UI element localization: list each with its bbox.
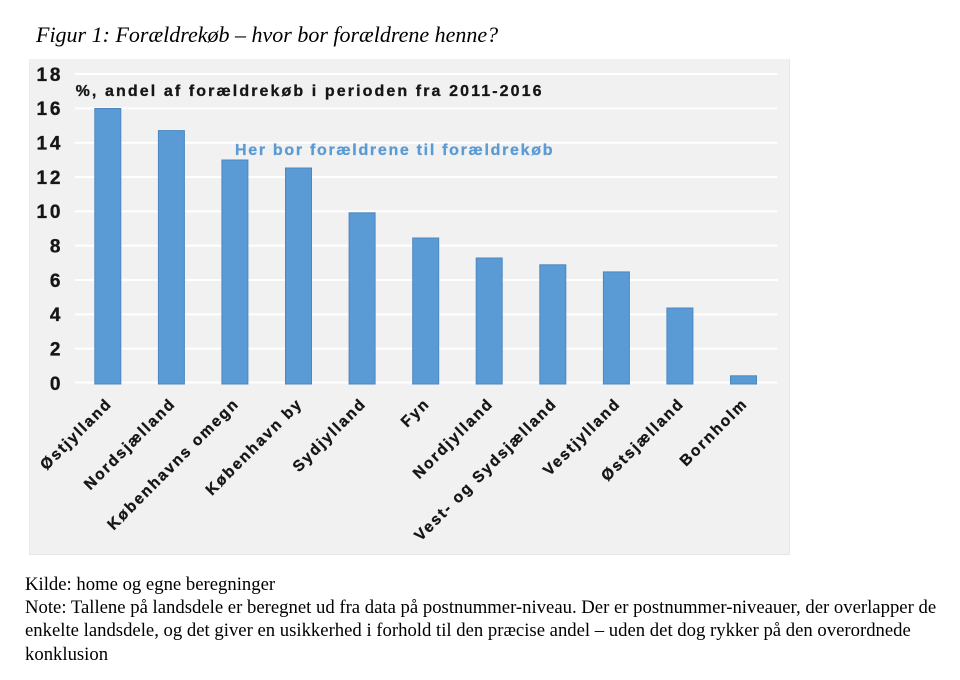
svg-text:Her bor forældrene til foræld: Her bor forældrene til forældrekøb bbox=[235, 142, 554, 159]
svg-text:14: 14 bbox=[36, 134, 63, 155]
svg-text:16: 16 bbox=[36, 99, 63, 120]
svg-text:18: 18 bbox=[36, 65, 63, 86]
svg-text:0: 0 bbox=[50, 374, 63, 395]
svg-text:12: 12 bbox=[36, 168, 63, 189]
svg-text:6: 6 bbox=[50, 271, 63, 292]
svg-text:%, andel af forældrekøb i per: %, andel af forældrekøb i perioden fra 2… bbox=[76, 83, 544, 100]
svg-text:8: 8 bbox=[50, 237, 63, 258]
svg-text:10: 10 bbox=[36, 202, 63, 223]
svg-text:2: 2 bbox=[50, 340, 63, 361]
svg-text:4: 4 bbox=[50, 305, 63, 326]
